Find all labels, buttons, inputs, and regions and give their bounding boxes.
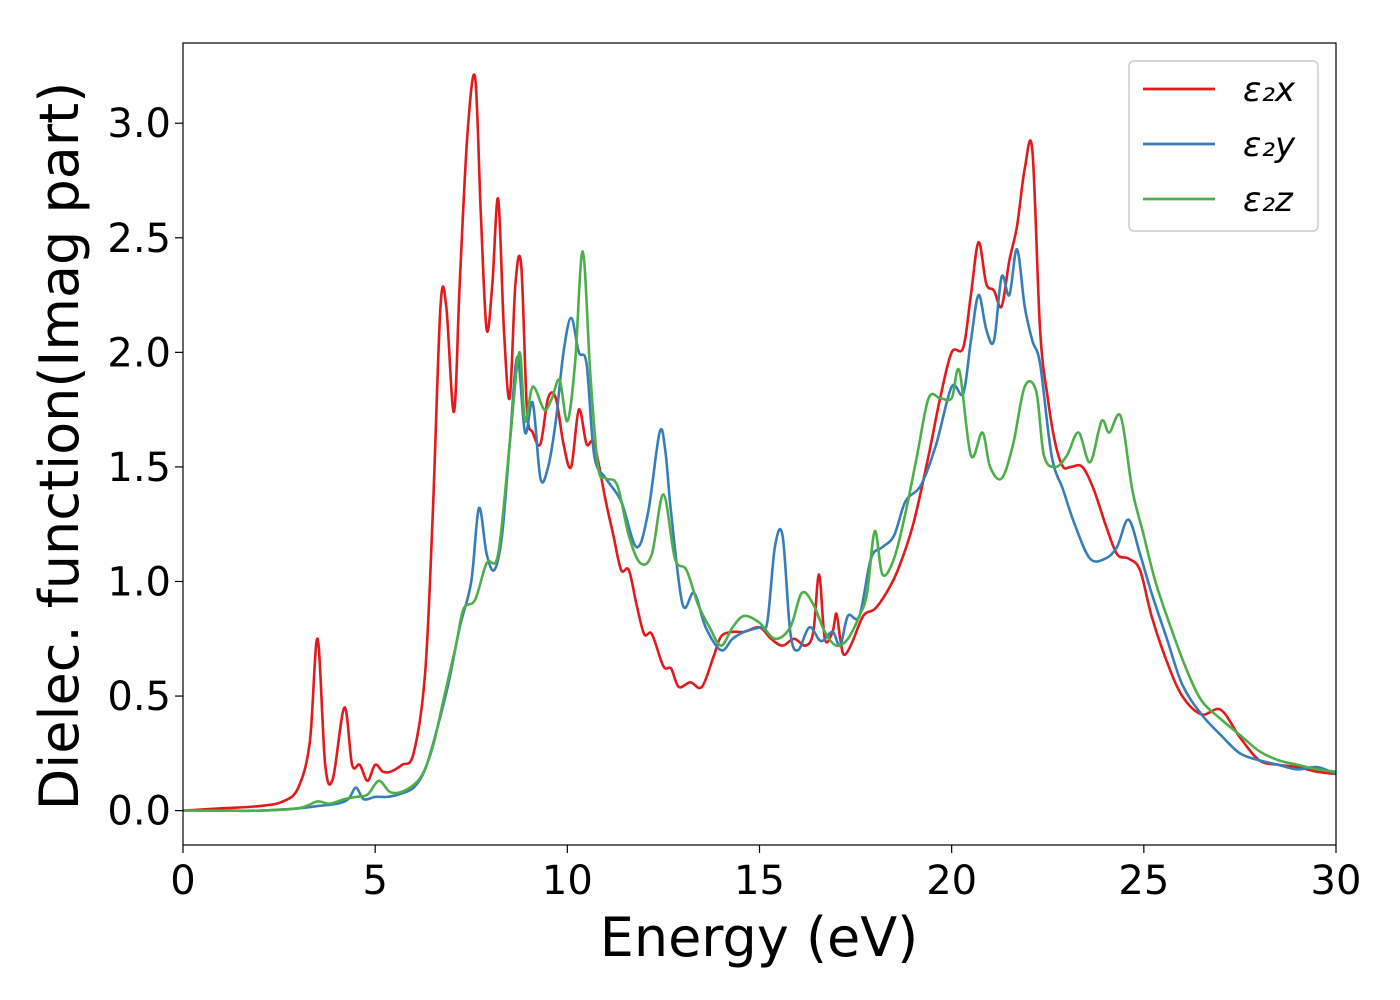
y-axis-title: Dielec. function(Imag part) bbox=[28, 82, 91, 811]
x-tick-label: 25 bbox=[1118, 858, 1169, 904]
legend-frame bbox=[1128, 60, 1319, 232]
ticks-layer: 0 5 10 15 20 25 30 0.0 0.5 1.0 1.5 2.0 2.5 3.0 bbox=[107, 101, 1361, 904]
series-line-1 bbox=[183, 73, 1336, 812]
y-tick-label: 0.0 bbox=[107, 789, 171, 835]
x-tick-label: 20 bbox=[926, 858, 977, 904]
x-axis-title: Energy (eV) bbox=[600, 906, 919, 969]
x-tick-label: 5 bbox=[362, 858, 387, 904]
x-tick-label: 10 bbox=[542, 858, 593, 904]
y-tick-label: 2.5 bbox=[107, 216, 171, 262]
y-tick-label: 3.0 bbox=[107, 101, 171, 147]
y-tick-label: 1.5 bbox=[107, 445, 171, 491]
legend-item: ε₂y bbox=[1143, 125, 1296, 165]
x-tick-label: 0 bbox=[170, 858, 195, 904]
x-tick-label: 30 bbox=[1311, 858, 1362, 904]
y-tick-label: 2.0 bbox=[107, 330, 171, 376]
series-layer bbox=[183, 73, 1336, 813]
legend-label: ε₂x bbox=[1243, 70, 1296, 110]
legend-label: ε₂y bbox=[1243, 125, 1296, 165]
legend-label: ε₂z bbox=[1243, 180, 1294, 220]
x-tick-label: 15 bbox=[734, 858, 785, 904]
y-tick-label: 1.0 bbox=[107, 559, 171, 605]
y-tick-label: 0.5 bbox=[107, 674, 171, 720]
legend-item: ε₂z bbox=[1143, 180, 1294, 220]
legend-item: ε₂x bbox=[1143, 70, 1296, 110]
legend: ε₂x ε₂y ε₂z bbox=[1128, 60, 1319, 232]
series-line-2 bbox=[183, 247, 1336, 813]
series-line-3 bbox=[183, 250, 1336, 813]
